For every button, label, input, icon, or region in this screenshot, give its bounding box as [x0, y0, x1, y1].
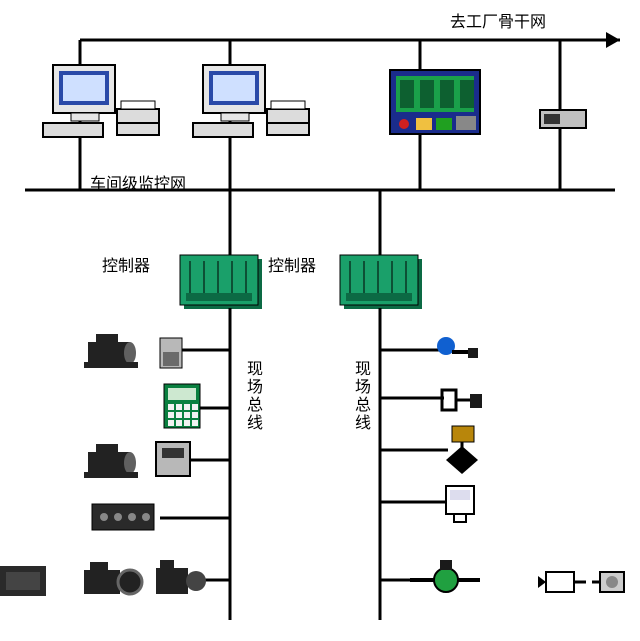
- fieldbus-label-1: 现场总线: [240, 360, 264, 432]
- workshop-label: 车间级监控网: [90, 170, 186, 194]
- controller-label-2: 控制器: [268, 252, 316, 276]
- controller-label-1: 控制器: [102, 252, 150, 276]
- network-diagram: [0, 0, 640, 641]
- fieldbus-label-2: 现场总线: [348, 360, 372, 432]
- backbone-label: 去工厂骨干网: [450, 8, 546, 32]
